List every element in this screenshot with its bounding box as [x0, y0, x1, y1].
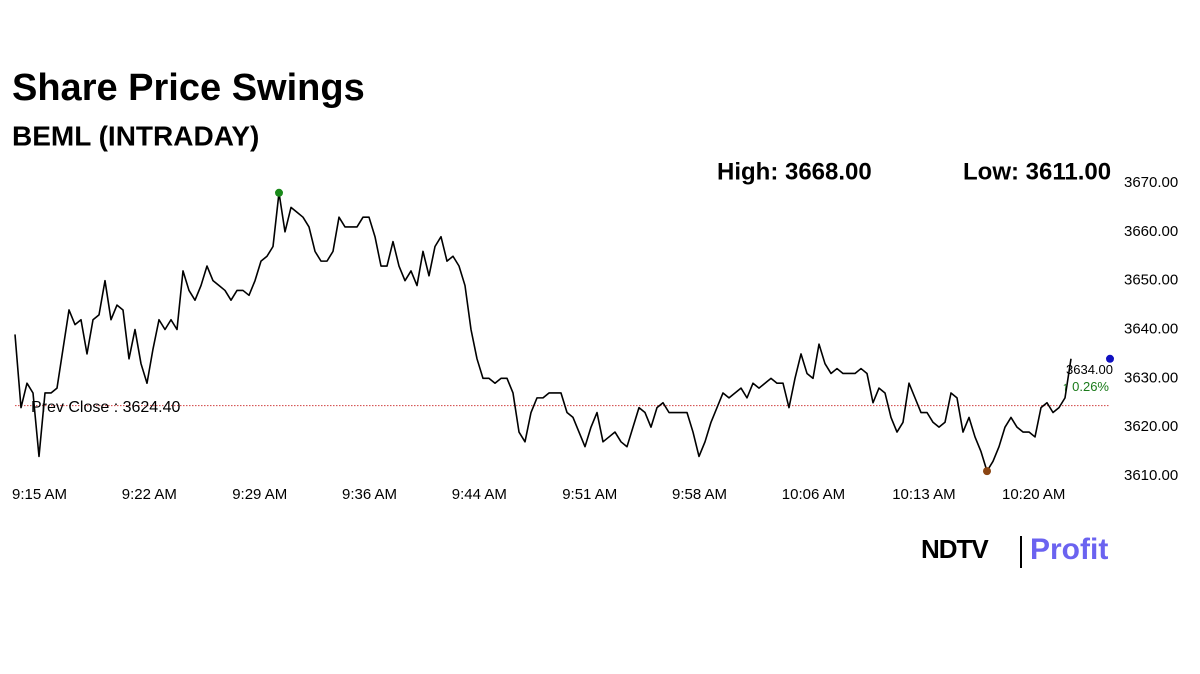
change-label: ↑ 0.26% [1062, 379, 1109, 394]
logo: NDTV Profit [921, 533, 1108, 568]
high-label: High: 3668.00 [717, 158, 872, 185]
x-tick-label: 10:13 AM [892, 486, 955, 503]
logo-left: NDTV [921, 534, 989, 564]
x-tick-label: 9:29 AM [232, 486, 287, 503]
price-line [14, 191, 1072, 472]
low-marker [983, 467, 991, 476]
last-marker [1106, 354, 1114, 363]
logo-right: Profit [1030, 533, 1108, 566]
x-tick-label: 9:15 AM [12, 486, 67, 503]
x-tick-label: 10:20 AM [1002, 486, 1065, 503]
prev-close-label: Prev Close : 3624.40 [31, 399, 181, 416]
x-tick-label: 9:22 AM [122, 486, 177, 503]
low-label: Low: 3611.00 [963, 158, 1111, 185]
last-price-label: 3634.00 [1066, 362, 1113, 377]
x-tick-label: 9:58 AM [672, 486, 727, 503]
chart-title: Share Price Swings [12, 67, 365, 109]
x-tick-label: 9:44 AM [452, 486, 507, 503]
x-tick-label: 9:36 AM [342, 486, 397, 503]
y-tick-label: 3650.00 [1124, 272, 1178, 289]
x-tick-label: 9:51 AM [562, 486, 617, 503]
y-tick-label: 3660.00 [1124, 223, 1178, 240]
y-tick-label: 3630.00 [1124, 369, 1178, 386]
x-tick-label: 10:06 AM [782, 486, 845, 503]
y-tick-label: 3670.00 [1124, 174, 1178, 191]
y-tick-label: 3640.00 [1124, 320, 1178, 337]
y-tick-label: 3620.00 [1124, 418, 1178, 435]
chart-subtitle: BEML (INTRADAY) [12, 120, 259, 151]
y-tick-label: 3610.00 [1124, 467, 1178, 484]
high-marker [275, 188, 283, 197]
